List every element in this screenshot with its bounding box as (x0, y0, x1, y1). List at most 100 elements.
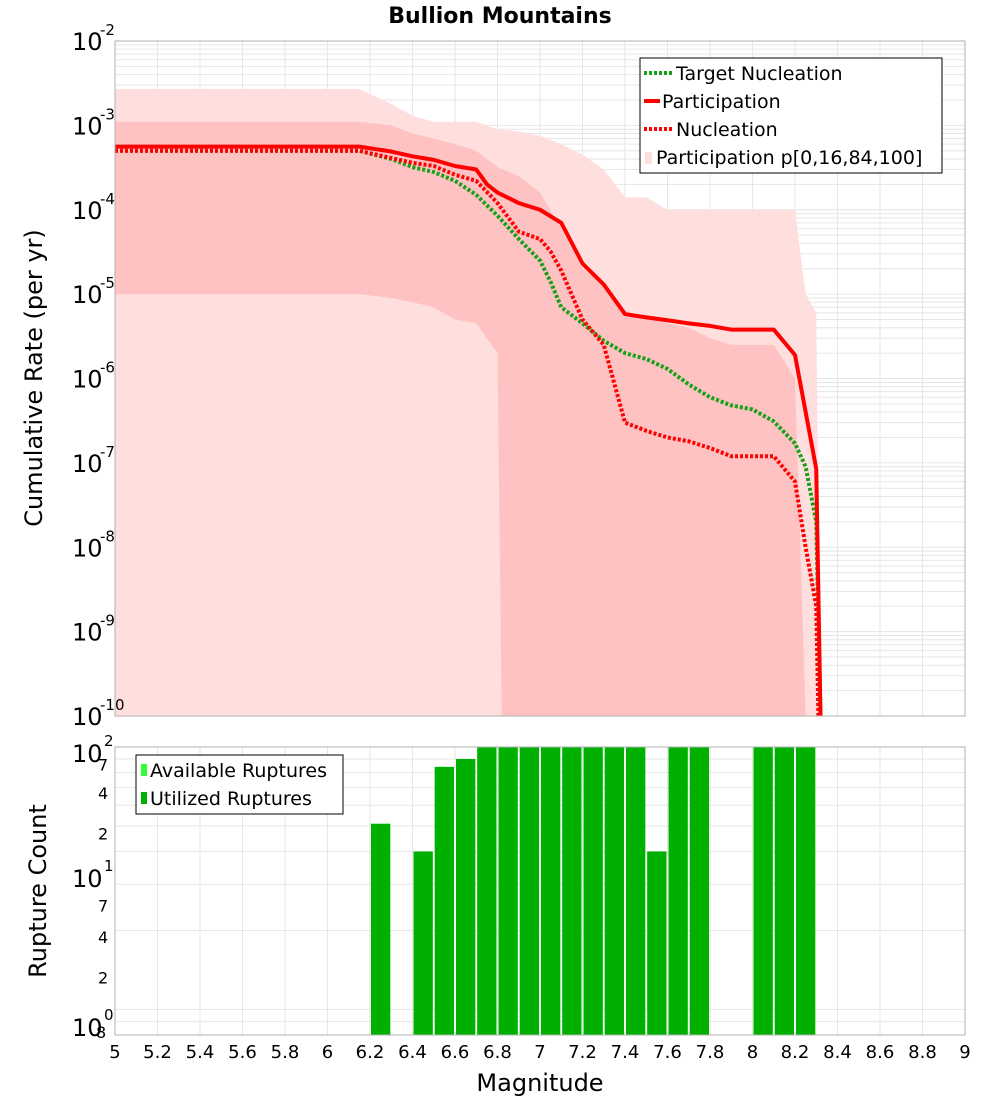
rate-y-axis-label: Cumulative Rate (per yr) (20, 229, 48, 527)
x-tick-label: 8.2 (781, 1042, 810, 1063)
count-legend: Available Ruptures Utilized Ruptures (135, 754, 344, 815)
count-y-axis-label: Rupture Count (24, 804, 52, 978)
y-tick-exponent: -10 (100, 696, 125, 714)
plot-frame (114, 40, 966, 717)
x-tick-label: 5.2 (143, 1042, 172, 1063)
y-tick-label: 10-4 (72, 190, 115, 225)
chart-title: Bullion Mountains (388, 4, 611, 29)
y-tick-base: 10 (72, 366, 103, 394)
bar-utilized (753, 747, 773, 1035)
y-tick-label: 8 (96, 1023, 106, 1042)
bar-utilized (689, 747, 709, 1035)
x-tick-label: 7.8 (696, 1042, 725, 1063)
band-p16-p84 (115, 121, 806, 716)
y-tick-base: 10 (72, 28, 103, 56)
legend-label: Participation p[0,16,84,100] (656, 147, 922, 169)
rate-legend: Target Nucleation Participation Nucleation… (639, 57, 943, 174)
x-tick-label: 6 (322, 1042, 333, 1063)
x-tick-label: 8.4 (823, 1042, 852, 1063)
bar-utilized (604, 747, 624, 1035)
series-participation (115, 144, 823, 717)
series-target-nucleation (115, 148, 823, 717)
bar-utilized (668, 747, 688, 1035)
y-tick-exponent: 2 (104, 732, 114, 750)
y-tick-label: 10-10 (72, 696, 125, 731)
legend-box (639, 57, 943, 174)
y-tick-exponent: 0 (104, 1006, 114, 1024)
legend-swatch-available (141, 764, 147, 776)
x-tick-label: 5.4 (186, 1042, 215, 1063)
x-tick-label: 9 (959, 1042, 970, 1063)
legend-swatch-utilized (141, 792, 147, 804)
y-tick-exponent: -7 (100, 443, 115, 461)
bar-utilized (519, 747, 539, 1035)
y-tick-label: 10-2 (72, 21, 115, 56)
bar-utilized (562, 747, 582, 1035)
y-tick-base: 10 (72, 740, 103, 768)
bar-utilized (796, 747, 816, 1035)
x-tick-label: 7.2 (568, 1042, 597, 1063)
x-tick-label: 8 (747, 1042, 758, 1063)
y-tick-exponent: -5 (100, 274, 115, 292)
y-tick-exponent: -3 (100, 105, 115, 123)
bar-utilized (647, 851, 667, 1035)
x-tick-label: 7.6 (653, 1042, 682, 1063)
x-axis-label: Magnitude (476, 1069, 603, 1097)
y-tick-label: 7 (98, 896, 108, 915)
x-tick-label: 8.8 (908, 1042, 937, 1063)
y-tick-label: 10-6 (72, 359, 115, 394)
legend-label: Available Ruptures (150, 760, 327, 782)
legend-label: Participation (662, 91, 781, 113)
x-tick-label: 8.6 (866, 1042, 895, 1063)
y-tick-exponent: 1 (104, 857, 114, 875)
y-tick-base: 10 (72, 281, 103, 309)
x-tick-label: 5.8 (271, 1042, 300, 1063)
bar-utilized (583, 747, 603, 1035)
y-tick-base: 10 (72, 534, 103, 562)
y-tick-label: 10-8 (72, 527, 115, 562)
legend-label: Nucleation (676, 119, 778, 141)
y-tick-exponent: -2 (100, 21, 115, 39)
y-tick-base: 10 (72, 865, 103, 893)
bar-utilized (774, 747, 794, 1035)
y-tick-label: 10-9 (72, 612, 115, 647)
rate-panel: 10-210-310-410-510-610-710-810-910-10Tar… (72, 21, 966, 731)
legend-box (135, 754, 344, 815)
y-tick-base: 10 (72, 450, 103, 478)
bar-utilized (413, 851, 433, 1035)
y-tick-label: 10 2 (72, 732, 114, 768)
x-tick-label: 5 (109, 1042, 120, 1063)
bar-utilized (434, 766, 454, 1035)
series-nucleation (115, 148, 821, 717)
legend-label: Target Nucleation (675, 63, 843, 85)
x-tick-label: 7.4 (611, 1042, 640, 1063)
y-tick-base: 10 (72, 112, 103, 140)
y-tick-label: 10-3 (72, 105, 115, 140)
x-tick-label: 6.2 (356, 1042, 385, 1063)
x-tick-label: 5.6 (228, 1042, 257, 1063)
y-tick-label: 10 1 (72, 857, 114, 893)
x-tick-label: 6.6 (441, 1042, 470, 1063)
y-tick-label: 4 (98, 784, 108, 803)
bar-utilized (456, 759, 476, 1035)
legend-swatch-participation-band (645, 152, 652, 164)
y-tick-label: 10 0 (72, 1006, 114, 1042)
bar-utilized (541, 747, 561, 1035)
y-tick-base: 10 (72, 619, 103, 647)
y-tick-exponent: -9 (100, 612, 115, 630)
y-tick-label: 4 (98, 928, 108, 947)
y-tick-label: 7 (98, 755, 108, 774)
x-tick-label: 6.8 (483, 1042, 512, 1063)
bar-utilized (371, 823, 391, 1035)
y-tick-base: 10 (72, 1014, 103, 1042)
y-tick-base: 10 (72, 197, 103, 225)
bar-utilized (477, 747, 497, 1035)
bar-utilized (498, 747, 518, 1035)
x-tick-label: 6.4 (398, 1042, 427, 1063)
y-tick-label: 2 (98, 968, 108, 987)
y-tick-base: 10 (72, 703, 103, 731)
y-tick-label: 10-5 (72, 274, 115, 309)
bar-utilized (626, 747, 646, 1035)
